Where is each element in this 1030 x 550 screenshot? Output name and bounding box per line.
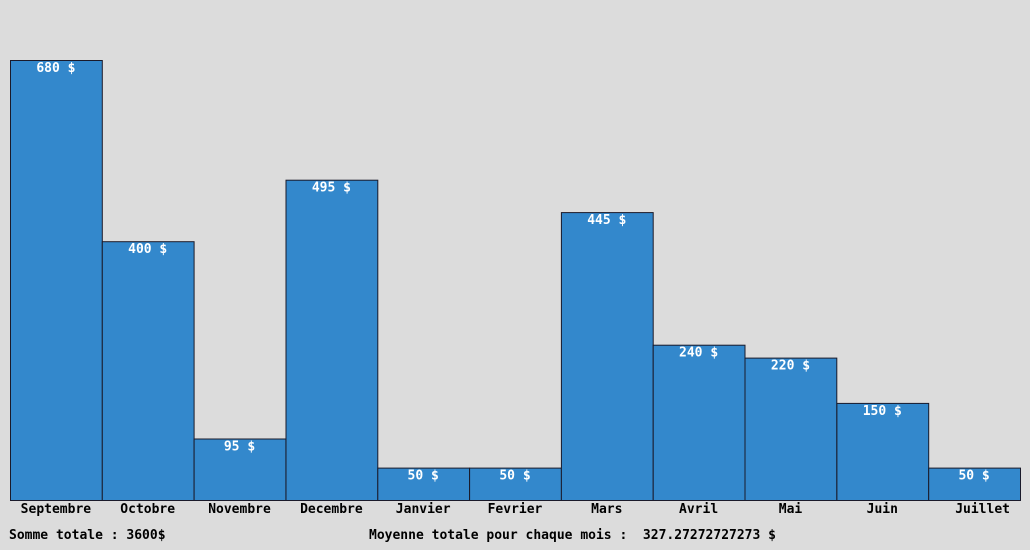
bar-juin <box>836 402 930 501</box>
bar-value-label: 495 $ <box>312 181 351 196</box>
bar-mars <box>560 212 654 501</box>
bar-janvier <box>377 467 471 502</box>
bar-value-label: 400 $ <box>128 242 167 257</box>
bar-fevrier <box>469 467 562 502</box>
category-label: Mai <box>779 502 803 517</box>
category-label: Mars <box>591 502 622 517</box>
bar-mai <box>744 357 838 501</box>
bar-octobre <box>101 241 195 501</box>
bar-value-label: 95 $ <box>224 440 255 455</box>
bar-value-label: 50 $ <box>958 469 989 484</box>
bar-value-label: 680 $ <box>36 61 75 76</box>
bar-value-label: 445 $ <box>587 213 626 228</box>
bar-juillet <box>928 467 1022 502</box>
total-sum-text: Somme totale : 3600$ <box>9 528 166 543</box>
category-label: Septembre <box>21 502 92 517</box>
category-label: Octobre <box>120 502 175 517</box>
bar-value-label: 150 $ <box>863 404 902 419</box>
bar-avril <box>652 344 746 502</box>
monthly-average-text: Moyenne totale pour chaque mois : 327.27… <box>369 528 776 543</box>
category-label: Juillet <box>955 502 1010 517</box>
category-label: Decembre <box>300 502 363 517</box>
bar-value-label: 50 $ <box>499 469 530 484</box>
bar-value-label: 220 $ <box>771 359 810 374</box>
category-label: Novembre <box>208 502 271 517</box>
category-label: Avril <box>679 502 718 517</box>
bar-septembre <box>10 60 103 501</box>
category-label: Fevrier <box>488 502 543 517</box>
category-label: Juin <box>867 502 898 517</box>
bar-decembre <box>285 179 379 501</box>
bar-novembre <box>193 438 287 501</box>
category-label: Janvier <box>396 502 451 517</box>
bar-value-label: 240 $ <box>679 346 718 361</box>
bar-value-label: 50 $ <box>408 469 439 484</box>
